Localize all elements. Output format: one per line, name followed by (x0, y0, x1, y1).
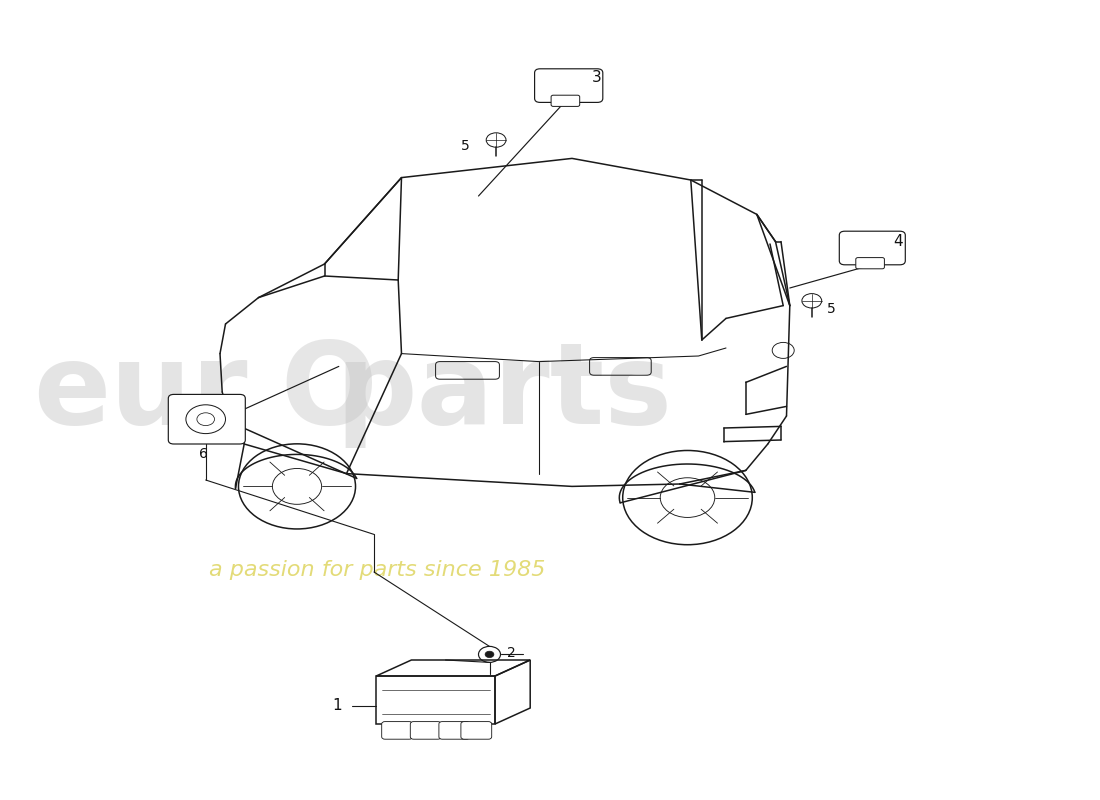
FancyBboxPatch shape (461, 722, 492, 739)
FancyBboxPatch shape (839, 231, 905, 265)
Text: 5: 5 (461, 139, 470, 154)
Text: O: O (280, 337, 377, 448)
Text: 5: 5 (827, 302, 836, 316)
FancyBboxPatch shape (410, 722, 441, 739)
Text: 1: 1 (332, 698, 342, 714)
FancyBboxPatch shape (382, 722, 412, 739)
Text: 4: 4 (893, 234, 903, 249)
Circle shape (485, 651, 494, 658)
Text: a passion for parts since 1985: a passion for parts since 1985 (209, 560, 546, 580)
FancyBboxPatch shape (168, 394, 245, 444)
Text: 2: 2 (507, 646, 516, 660)
FancyBboxPatch shape (551, 95, 580, 106)
FancyBboxPatch shape (535, 69, 603, 102)
Text: 3: 3 (592, 70, 602, 85)
FancyBboxPatch shape (856, 258, 884, 269)
Text: eur: eur (33, 337, 248, 448)
FancyBboxPatch shape (439, 722, 470, 739)
Text: parts: parts (336, 337, 672, 448)
Text: 6: 6 (199, 446, 208, 461)
